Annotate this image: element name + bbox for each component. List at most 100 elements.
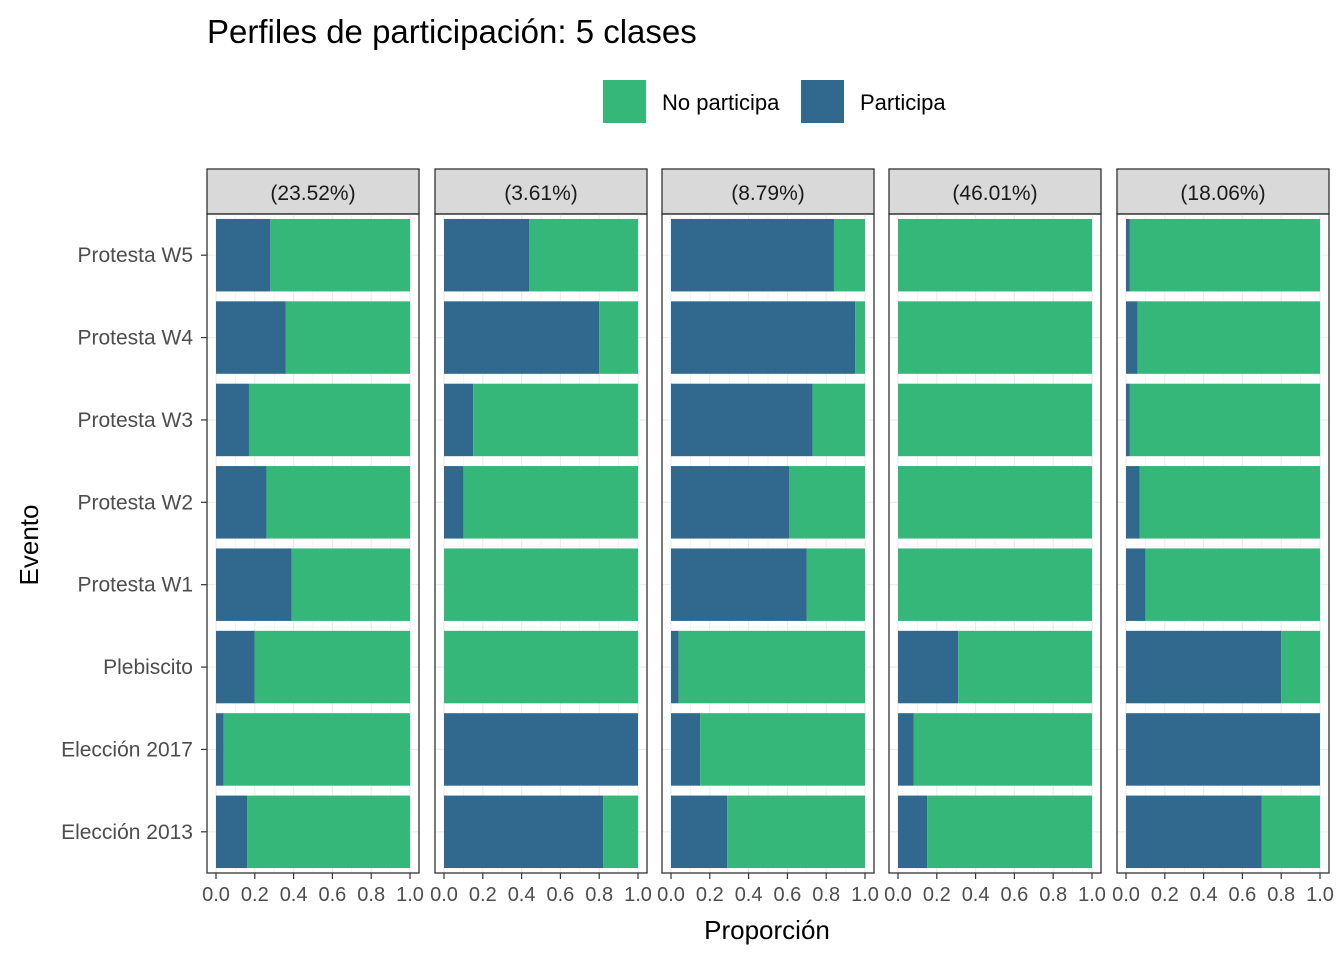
bar-no-participa [898, 301, 1092, 374]
x-tick-label: 0.0 [1112, 884, 1140, 906]
x-tick-label: 0.6 [1000, 884, 1028, 906]
bar-no-participa [1281, 630, 1320, 704]
y-tick-label: Plebiscito [103, 656, 193, 679]
bar-participa [216, 383, 249, 457]
panel-border [434, 213, 648, 874]
x-tick-label: 0.8 [812, 884, 840, 906]
x-tick-label: 0.8 [1267, 884, 1295, 906]
bar-no-participa [603, 795, 638, 869]
y-axis-title: Evento [14, 505, 44, 586]
bar-participa [444, 218, 530, 292]
x-tick-label: 0.4 [280, 884, 308, 906]
bar-participa [216, 466, 267, 539]
bar-no-participa [247, 795, 410, 869]
bar-participa [444, 713, 638, 786]
bar-participa [898, 713, 914, 786]
bar-participa [1126, 713, 1320, 786]
bar-no-participa [833, 218, 865, 292]
bar-no-participa [958, 630, 1092, 704]
panel-strip-label: (18.06%) [1180, 182, 1265, 205]
bar-no-participa [898, 383, 1092, 457]
x-tick-label: 0.2 [241, 884, 269, 906]
x-tick-label: 0.2 [696, 884, 724, 906]
y-tick-label: Protesta W3 [77, 409, 193, 432]
x-tick-label: 0.4 [1190, 884, 1218, 906]
y-tick-label: Protesta W4 [77, 327, 193, 350]
panel-strip-label: (3.61%) [504, 182, 578, 205]
panel-1: (23.52%) 0.0 0.2 0.4 0.6 0.8 1.0 [202, 168, 424, 906]
bar-no-participa [898, 548, 1092, 621]
panels: (23.52%) 0.0 0.2 0.4 0.6 0.8 1.0 (3.61%) 0.0 0.2 0… [202, 168, 1334, 906]
bar-participa [671, 466, 790, 539]
bar-no-participa [529, 218, 638, 292]
bar-no-participa [1145, 548, 1320, 621]
bar-participa [1126, 301, 1138, 374]
bar-participa [671, 383, 813, 457]
x-tick-label: 0.6 [546, 884, 574, 906]
panel-strip [434, 168, 648, 215]
panel-5: (18.06%) 0.0 0.2 0.4 0.6 0.8 1.0 [1112, 168, 1334, 906]
panel-strip-label: (23.52%) [270, 182, 355, 205]
x-tick-label: 0.0 [657, 884, 685, 906]
bar-no-participa [248, 383, 410, 457]
bar-no-participa [285, 301, 410, 374]
bar-participa [898, 630, 959, 704]
x-tick-label: 0.6 [773, 884, 801, 906]
bar-no-participa [444, 548, 638, 621]
y-tick-label: Protesta W2 [77, 491, 193, 514]
y-axis-labels: Protesta W5 Protesta W4 Protesta W3 Protest… [61, 244, 207, 844]
panel-border [1116, 213, 1330, 874]
x-tick-label: 0.6 [1228, 884, 1256, 906]
bar-no-participa [789, 466, 865, 539]
bar-participa [1126, 218, 1130, 292]
bar-no-participa [599, 301, 638, 374]
bar-no-participa [266, 466, 410, 539]
bar-participa [671, 795, 728, 869]
x-tick-label: 0.0 [430, 884, 458, 906]
bar-participa [1126, 548, 1146, 621]
bar-no-participa [898, 218, 1092, 292]
panel-3: (8.79%) 0.0 0.2 0.4 0.6 0.8 1.0 [657, 168, 879, 906]
x-tick-label: 1.0 [851, 884, 879, 906]
x-tick-label: 0.6 [318, 884, 346, 906]
bar-no-participa [1129, 383, 1320, 457]
bar-no-participa [1129, 218, 1320, 292]
bar-participa [444, 795, 604, 869]
y-tick-label: Elección 2013 [61, 821, 193, 844]
bar-no-participa [700, 713, 865, 786]
panel-border [661, 213, 875, 874]
panel-strip [888, 168, 1102, 215]
x-tick-label: 1.0 [1078, 884, 1106, 906]
legend-key-si [801, 80, 844, 123]
x-tick-label: 1.0 [396, 884, 424, 906]
x-tick-label: 0.8 [1039, 884, 1067, 906]
panel-border [888, 213, 1102, 874]
x-axis-title: Proporción [704, 915, 830, 945]
bar-no-participa [1261, 795, 1320, 869]
panel-4: (46.01%) 0.0 0.2 0.4 0.6 0.8 1.0 [884, 168, 1106, 906]
bar-participa [671, 301, 856, 374]
bar-participa [671, 630, 679, 704]
bar-no-participa [270, 218, 410, 292]
legend-label-no: No participa [662, 90, 780, 115]
bar-no-participa [812, 383, 865, 457]
legend: No participa Participa [603, 80, 946, 123]
bar-no-participa [855, 301, 865, 374]
bar-no-participa [291, 548, 410, 621]
x-tick-label: 0.2 [1151, 884, 1179, 906]
bar-no-participa [1139, 466, 1320, 539]
bar-no-participa [927, 795, 1092, 869]
bar-participa [1126, 630, 1282, 704]
bar-participa [216, 630, 255, 704]
bar-no-participa [444, 630, 638, 704]
x-tick-label: 0.4 [735, 884, 763, 906]
bar-participa [671, 713, 701, 786]
bar-participa [1126, 383, 1130, 457]
x-tick-label: 0.0 [884, 884, 912, 906]
bar-participa [216, 795, 248, 869]
bar-participa [1126, 466, 1140, 539]
panel-strip [206, 168, 420, 215]
chart-title: Perfiles de participación: 5 clases [207, 13, 697, 50]
x-tick-label: 0.2 [923, 884, 951, 906]
bar-no-participa [463, 466, 638, 539]
